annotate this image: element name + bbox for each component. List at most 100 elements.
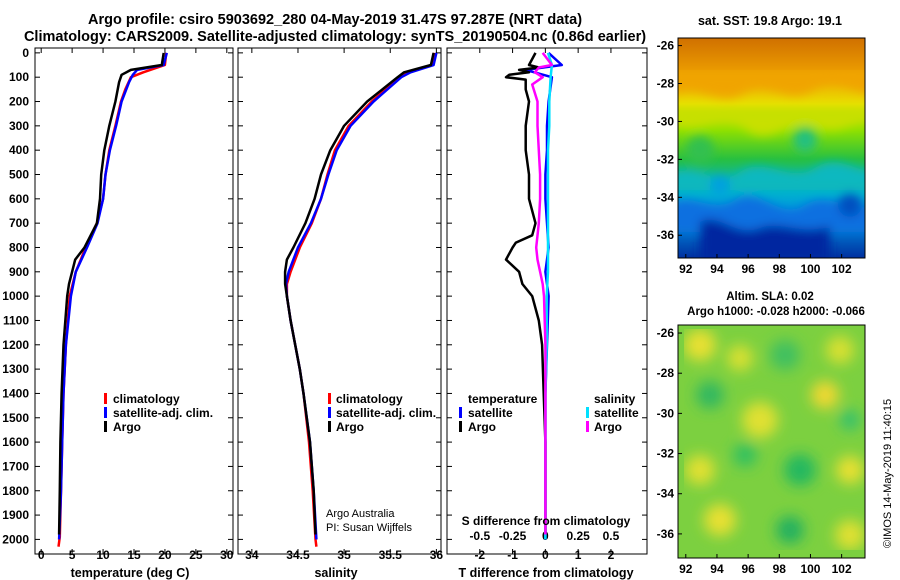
sst-map-lat-label: -26 bbox=[657, 39, 675, 53]
sla-map-lat-label: -28 bbox=[657, 366, 675, 380]
temperature-x-tick-label: 20 bbox=[158, 548, 172, 562]
sst-map-lat-label: -28 bbox=[657, 77, 675, 91]
legend-title-salinity: salinity bbox=[594, 392, 636, 406]
depth-tick-label: 2000 bbox=[2, 532, 29, 546]
legend-swatch-t-argo bbox=[459, 421, 462, 432]
difference-xlabel: T difference from climatology bbox=[458, 566, 633, 580]
legend-label-argo: Argo bbox=[336, 420, 364, 434]
legend-swatch-satellite bbox=[104, 407, 107, 418]
depth-tick-label: 700 bbox=[9, 216, 29, 230]
salinity-annotation-line-2: PI: Susan Wijffels bbox=[326, 522, 412, 534]
legend-swatch-climatology bbox=[328, 393, 331, 404]
sst-map-title: sat. SST: 19.8 Argo: 19.1 bbox=[698, 14, 842, 28]
sla-map-title: Altim. SLA: 0.02 bbox=[726, 291, 814, 303]
depth-tick-label: 200 bbox=[9, 95, 29, 109]
legend-swatch-t-satellite bbox=[459, 407, 462, 418]
difference-xlabel-salinity: S difference from climatology bbox=[462, 514, 631, 528]
legend-label-satellite: satellite-adj. clim. bbox=[113, 406, 213, 420]
depth-tick-label: 1400 bbox=[2, 386, 29, 400]
temperature-x-tick-label: 10 bbox=[96, 548, 110, 562]
depth-tick-label: 1300 bbox=[2, 362, 29, 376]
difference-panel-frame bbox=[446, 47, 648, 555]
sst-map-lon-label: 100 bbox=[800, 262, 820, 276]
depth-tick-label: 400 bbox=[9, 143, 29, 157]
depth-tick-label: 900 bbox=[9, 265, 29, 279]
difference-x-tick-label: -2 bbox=[474, 548, 485, 562]
legend-swatch-s-satellite bbox=[586, 407, 589, 418]
legend-label-satellite: satellite-adj. clim. bbox=[336, 406, 436, 420]
sst-map-lat-label: -30 bbox=[657, 114, 675, 128]
depth-tick-label: 1900 bbox=[2, 508, 29, 522]
imos-timestamp: ©IMOS 14-May-2019 11:40:15 bbox=[882, 399, 894, 548]
salinity-x-tick-label: 35 bbox=[337, 548, 351, 562]
temperature-series-climatology bbox=[57, 52, 168, 547]
legend-swatch-s-argo bbox=[586, 421, 589, 432]
temperature-x-tick-label: 0 bbox=[38, 548, 45, 562]
legend-label-s-satellite: satellite bbox=[594, 406, 639, 420]
salinity-xlabel: salinity bbox=[314, 566, 357, 580]
depth-tick-label: 600 bbox=[9, 192, 29, 206]
legend-label-t-satellite: satellite bbox=[468, 406, 513, 420]
depth-tick-label: 1700 bbox=[2, 459, 29, 473]
salinity-x-tick-label: 36 bbox=[430, 548, 444, 562]
sst-map-lat-label: -36 bbox=[657, 228, 675, 242]
difference-x-tick-label: -1 bbox=[507, 548, 518, 562]
difference-legend: temperature satellite Argo salinity sate… bbox=[459, 392, 639, 434]
title-line-1: Argo profile: csiro 5903692_280 04-May-2… bbox=[87, 12, 583, 28]
depth-tick-label: 800 bbox=[9, 240, 29, 254]
sla-map-lat-label: -34 bbox=[657, 487, 675, 501]
sla-map-lon-label: 100 bbox=[800, 562, 820, 576]
sla-map-subtitle: Argo h1000: -0.028 h2000: -0.066 bbox=[687, 306, 865, 318]
depth-tick-label: 1800 bbox=[2, 484, 29, 498]
difference-series-s-argo bbox=[530, 52, 554, 535]
depth-tick-label: 100 bbox=[9, 70, 29, 84]
title-line-2: Climatology: CARS2009. Satellite-adjuste… bbox=[23, 29, 647, 45]
legend-label-climatology: climatology bbox=[336, 392, 403, 406]
sst-map-lon-label: 102 bbox=[832, 262, 852, 276]
sla-map-lat-label: -30 bbox=[657, 406, 675, 420]
legend-label-t-argo: Argo bbox=[468, 420, 496, 434]
difference-x-tick-label: 0 bbox=[542, 548, 549, 562]
legend-title-temperature: temperature bbox=[468, 392, 538, 406]
sla-map-lon-label: 98 bbox=[773, 562, 787, 576]
legend-swatch-climatology bbox=[104, 393, 107, 404]
legend-swatch-argo bbox=[104, 421, 107, 432]
temperature-legend: climatology satellite-adj. clim. Argo bbox=[104, 392, 213, 434]
salinity-panel-frame bbox=[237, 47, 442, 555]
difference-s-tick-label: -0.25 bbox=[499, 529, 527, 543]
depth-tick-label: 1600 bbox=[2, 435, 29, 449]
temperature-x-tick-label: 25 bbox=[189, 548, 203, 562]
depth-tick-label: 1000 bbox=[2, 289, 29, 303]
depth-tick-label: 0 bbox=[22, 46, 29, 60]
temperature-x-tick-label: 30 bbox=[220, 548, 234, 562]
salinity-series-satellite-adj-clim- bbox=[284, 52, 438, 540]
sla-map-lat-label: -32 bbox=[657, 447, 675, 461]
legend-swatch-satellite bbox=[328, 407, 331, 418]
depth-tick-label: 1500 bbox=[2, 411, 29, 425]
temperature-x-tick-label: 15 bbox=[127, 548, 141, 562]
sst-map-image bbox=[678, 38, 865, 258]
depth-tick-label: 300 bbox=[9, 119, 29, 133]
difference-s-tick-label: 0.25 bbox=[566, 529, 590, 543]
depth-tick-label: 500 bbox=[9, 168, 29, 182]
temperature-x-tick-label: 5 bbox=[69, 548, 76, 562]
temperature-series-satellite-adj-clim- bbox=[57, 52, 169, 540]
sla-map-lon-label: 96 bbox=[741, 562, 755, 576]
sla-map-lon-label: 92 bbox=[679, 562, 693, 576]
legend-swatch-argo bbox=[328, 421, 331, 432]
salinity-x-tick-label: 34 bbox=[245, 548, 259, 562]
sla-map-lon-label: 102 bbox=[832, 562, 852, 576]
salinity-x-tick-label: 34.5 bbox=[286, 548, 310, 562]
depth-tick-label: 1200 bbox=[2, 338, 29, 352]
difference-x-tick-label: 2 bbox=[608, 548, 615, 562]
sla-map-frame bbox=[677, 324, 866, 559]
temperature-panel-frame bbox=[34, 47, 234, 555]
legend-label-s-argo: Argo bbox=[594, 420, 622, 434]
salinity-series-argo bbox=[283, 52, 435, 535]
sst-map-lon-label: 96 bbox=[741, 262, 755, 276]
sst-map-lon-label: 94 bbox=[710, 262, 724, 276]
legend-label-climatology: climatology bbox=[113, 392, 180, 406]
salinity-x-tick-label: 35.5 bbox=[379, 548, 403, 562]
sst-map-frame bbox=[677, 37, 866, 259]
